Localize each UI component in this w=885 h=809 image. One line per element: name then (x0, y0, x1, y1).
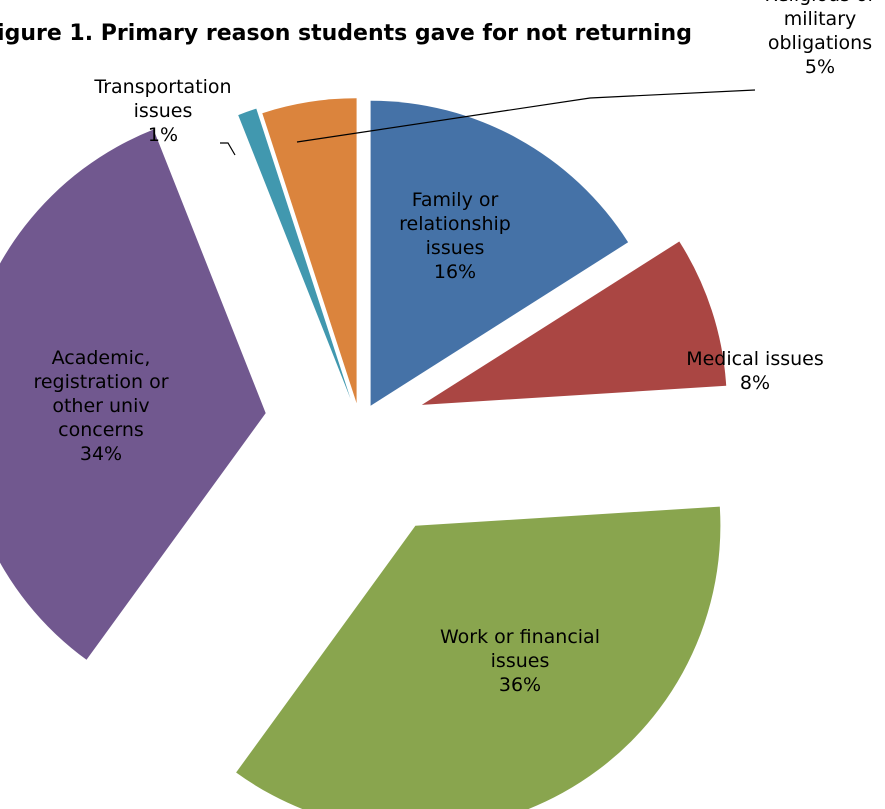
pie-slice (0, 129, 266, 660)
slice-label-line: issues (134, 100, 193, 122)
pie-slice (236, 506, 721, 809)
leader-line (220, 142, 236, 156)
pie-slice (262, 98, 357, 404)
slice-label-line: military (784, 8, 857, 30)
slice-label: Work or financial issues 36% (440, 626, 600, 696)
slice-percent: 1% (148, 124, 178, 146)
pie-slice (238, 108, 351, 399)
leader-line (296, 89, 756, 143)
slice-label-line: issues (426, 237, 485, 259)
slice-label: Medical issues 8% (686, 348, 824, 394)
labels-layer: Family or relationship issues 16%Medical is… (33, 0, 875, 696)
slice-label-line: Family or (412, 189, 499, 211)
slice-label: Academic, registration or other univ concer… (33, 347, 168, 465)
slice-label: Family or relationship issues 16% (399, 189, 511, 283)
chart-title: Figure 1. Primary reason students gave f… (0, 21, 692, 46)
slice-percent: 8% (740, 372, 770, 394)
slice-label-line: Religious or (765, 0, 876, 6)
slices-layer (0, 98, 727, 809)
slice-label-line: issues (491, 650, 550, 672)
slice-label-line: concerns (58, 419, 144, 441)
slice-percent: 5% (805, 56, 835, 78)
slice-label-line: relationship (399, 213, 511, 235)
slice-label-line: registration or (33, 371, 168, 393)
pie-slice (370, 100, 629, 406)
slice-label-line: obligations (768, 32, 872, 54)
slice-percent: 34% (80, 443, 122, 465)
slice-label-line: Academic, (52, 347, 151, 369)
slice-label-line: Transportation (93, 76, 231, 98)
pie-slice (421, 241, 727, 405)
slice-label-line: Medical issues (686, 348, 824, 370)
slice-label-line: other univ (52, 395, 149, 417)
slice-percent: 16% (434, 261, 476, 283)
slice-label: Transportation issues 1% (93, 76, 231, 146)
slice-percent: 36% (499, 674, 541, 696)
slice-label-line: Work or financial (440, 626, 600, 648)
leader-lines (220, 89, 756, 156)
